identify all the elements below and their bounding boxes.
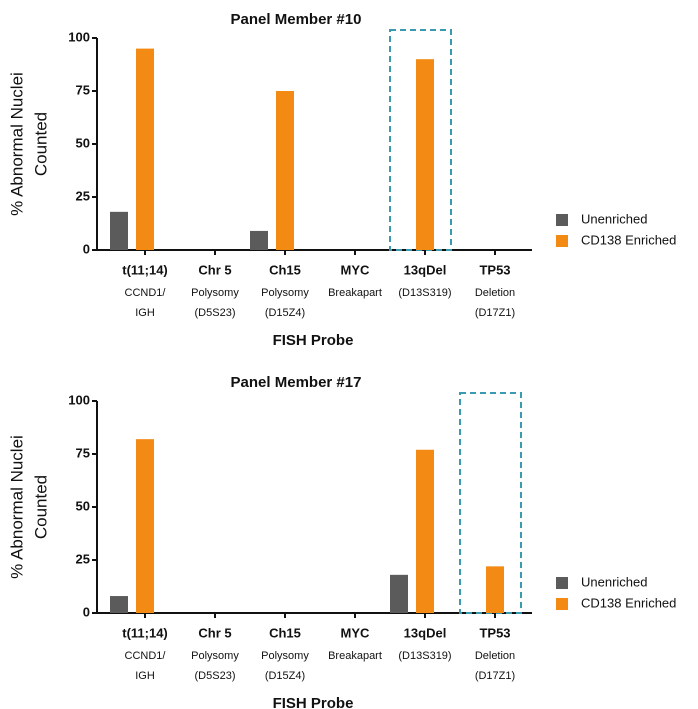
x-tick-sublabel: (D5S23) (195, 670, 236, 682)
x-tick-sublabel: Breakapart (328, 287, 382, 299)
x-tick-label: MYC (341, 625, 371, 640)
y-tick-label: 0 (83, 241, 90, 256)
x-tick-label: TP53 (479, 625, 510, 640)
y-tick-label: 100 (68, 392, 90, 407)
x-tick-sublabel: (D17Z1) (475, 670, 515, 682)
y-tick-label: 0 (83, 604, 90, 619)
x-tick-sublabel: CCND1/ (125, 650, 167, 662)
legend-label: CD138 Enriched (581, 595, 676, 610)
chart-title: Panel Member #17 (231, 374, 362, 391)
x-tick-label: 13qDel (404, 262, 447, 277)
y-tick-label: 75 (76, 82, 90, 97)
y-tick-label: 75 (76, 445, 90, 460)
legend-label: CD138 Enriched (581, 232, 676, 247)
y-tick-label: 100 (68, 29, 90, 44)
x-tick-sublabel: (D13S319) (398, 650, 451, 662)
y-axis-label: % Abnormal Nuclei (7, 72, 26, 216)
y-tick-label: 50 (76, 498, 90, 513)
x-tick-sublabel: Polysomy (261, 287, 309, 299)
bar (110, 211, 128, 250)
legend-swatch (556, 235, 568, 247)
x-axis-label: FISH Probe (273, 332, 354, 349)
x-tick-sublabel: Deletion (475, 650, 515, 662)
y-axis-label: % Abnormal Nuclei (7, 435, 26, 579)
legend-swatch (556, 598, 568, 610)
y-tick-label: 25 (76, 551, 90, 566)
bar (250, 230, 268, 250)
bar (136, 439, 154, 613)
x-tick-label: TP53 (479, 262, 510, 277)
x-tick-label: t(11;14) (122, 262, 168, 277)
x-tick-sublabel: (D15Z4) (265, 307, 305, 319)
y-axis-label: Counted (31, 475, 50, 539)
x-tick-sublabel: (D5S23) (195, 307, 236, 319)
bar (136, 48, 154, 250)
y-axis-label: Counted (31, 112, 50, 176)
x-tick-sublabel: Breakapart (328, 650, 382, 662)
x-tick-label: Ch15 (269, 262, 301, 277)
bar (486, 566, 504, 613)
legend-swatch (556, 214, 568, 226)
x-tick-sublabel: IGH (135, 307, 155, 319)
x-tick-sublabel: Deletion (475, 287, 515, 299)
legend-swatch (556, 577, 568, 589)
x-tick-sublabel: CCND1/ (125, 287, 167, 299)
x-axis-label: FISH Probe (273, 695, 354, 709)
x-tick-label: MYC (341, 262, 371, 277)
legend-label: Unenriched (581, 211, 648, 226)
x-tick-sublabel: Polysomy (191, 650, 239, 662)
bar (416, 59, 434, 251)
x-tick-label: Ch15 (269, 625, 301, 640)
x-tick-label: t(11;14) (122, 625, 168, 640)
bar (110, 596, 128, 613)
x-tick-label: Chr 5 (198, 262, 231, 277)
y-tick-label: 50 (76, 135, 90, 150)
bar (416, 449, 434, 613)
x-tick-sublabel: Polysomy (191, 287, 239, 299)
bar (276, 91, 294, 250)
x-tick-label: Chr 5 (198, 625, 231, 640)
x-tick-label: 13qDel (404, 625, 447, 640)
x-tick-sublabel: (D17Z1) (475, 307, 515, 319)
bar (390, 574, 408, 613)
chart-title: Panel Member #10 (231, 11, 362, 28)
x-tick-sublabel: IGH (135, 670, 155, 682)
legend-label: Unenriched (581, 574, 648, 589)
x-tick-sublabel: (D13S319) (398, 287, 451, 299)
x-tick-sublabel: (D15Z4) (265, 670, 305, 682)
x-tick-sublabel: Polysomy (261, 650, 309, 662)
y-tick-label: 25 (76, 188, 90, 203)
